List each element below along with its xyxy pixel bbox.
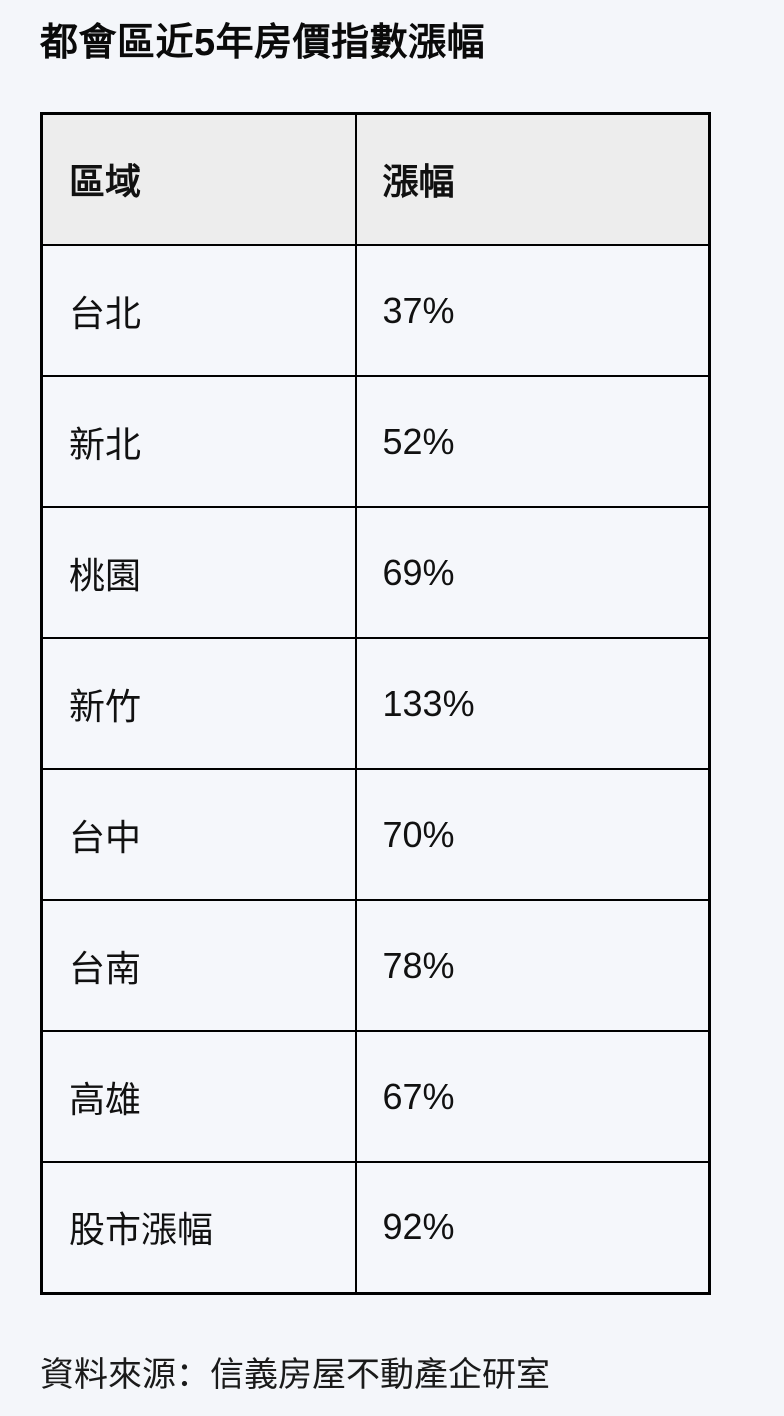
region-cell: 新竹: [40, 637, 357, 771]
table-row: 新北 52%: [40, 375, 711, 509]
value-cell: 133%: [354, 637, 711, 771]
value-cell: 78%: [354, 899, 711, 1033]
table-row: 股市漲幅 92%: [40, 1161, 711, 1295]
table-row: 台北 37%: [40, 244, 711, 378]
source-note: 資料來源：信義房屋不動產企研室: [40, 1355, 550, 1394]
region-cell: 新北: [40, 375, 357, 509]
region-cell: 台南: [40, 899, 357, 1033]
value-cell: 37%: [354, 244, 711, 378]
value-cell: 70%: [354, 768, 711, 902]
price-index-table: 區域 漲幅 台北 37% 新北 52% 桃園 69% 新竹 133% 台中: [40, 111, 711, 1295]
page-title: 都會區近5年房價指數漲幅: [40, 22, 486, 64]
table-header: 區域 漲幅: [40, 112, 711, 247]
region-cell: 台中: [40, 768, 357, 902]
value-cell: 67%: [354, 1030, 711, 1164]
region-cell: 桃園: [40, 506, 357, 640]
table-row: 台南 78%: [40, 899, 711, 1033]
header-row: 區域 漲幅: [40, 112, 711, 247]
table-row: 台中 70%: [40, 768, 711, 902]
table-row: 高雄 67%: [40, 1030, 711, 1164]
header-region: 區域: [40, 112, 357, 247]
value-cell: 92%: [354, 1161, 711, 1295]
region-cell: 台北: [40, 244, 357, 378]
table-row: 桃園 69%: [40, 506, 711, 640]
value-cell: 69%: [354, 506, 711, 640]
table-body: 台北 37% 新北 52% 桃園 69% 新竹 133% 台中 70% 台南 7…: [40, 244, 711, 1295]
region-cell: 高雄: [40, 1030, 357, 1164]
region-cell: 股市漲幅: [40, 1161, 357, 1295]
table-row: 新竹 133%: [40, 637, 711, 771]
header-change: 漲幅: [354, 112, 711, 247]
value-cell: 52%: [354, 375, 711, 509]
